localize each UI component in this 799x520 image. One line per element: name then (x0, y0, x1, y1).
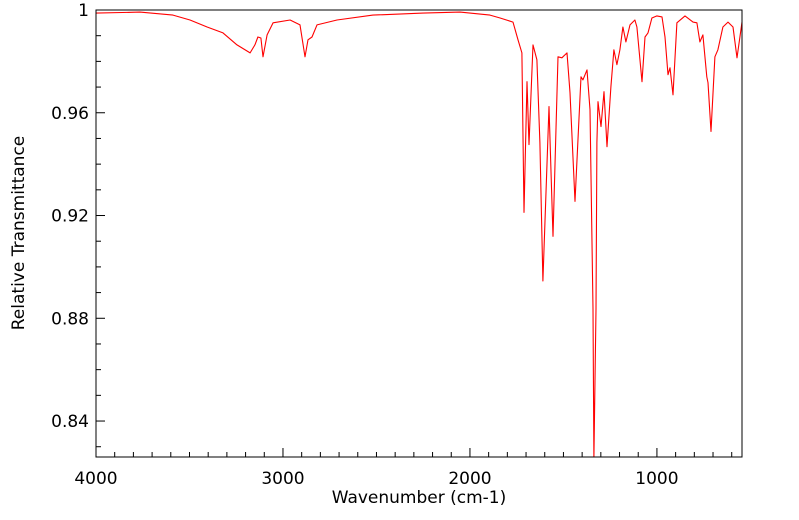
y-tick-label: 0.88 (51, 309, 89, 329)
y-tick-label: 0.84 (51, 412, 89, 432)
x-tick-label: 4000 (74, 469, 117, 489)
y-tick-label: 0.92 (51, 207, 89, 227)
tick-labels: 4000 3000 2000 1000 1 0.96 0.92 0.88 0.84 (51, 1, 678, 489)
x-tick-label: 2000 (448, 469, 491, 489)
plot-area (96, 11, 742, 457)
x-tick-label: 3000 (261, 469, 304, 489)
spectrum-line (96, 11, 742, 457)
x-tick-label: 1000 (635, 469, 678, 489)
x-axis-label: Wavenumber (cm-1) (332, 488, 507, 508)
y-tick-label: 0.96 (51, 104, 89, 124)
y-axis-label: Relative Transmittance (9, 136, 29, 331)
axis-ticks (95, 9, 733, 457)
y-tick-label: 1 (78, 1, 89, 21)
plot-frame (95, 9, 743, 458)
